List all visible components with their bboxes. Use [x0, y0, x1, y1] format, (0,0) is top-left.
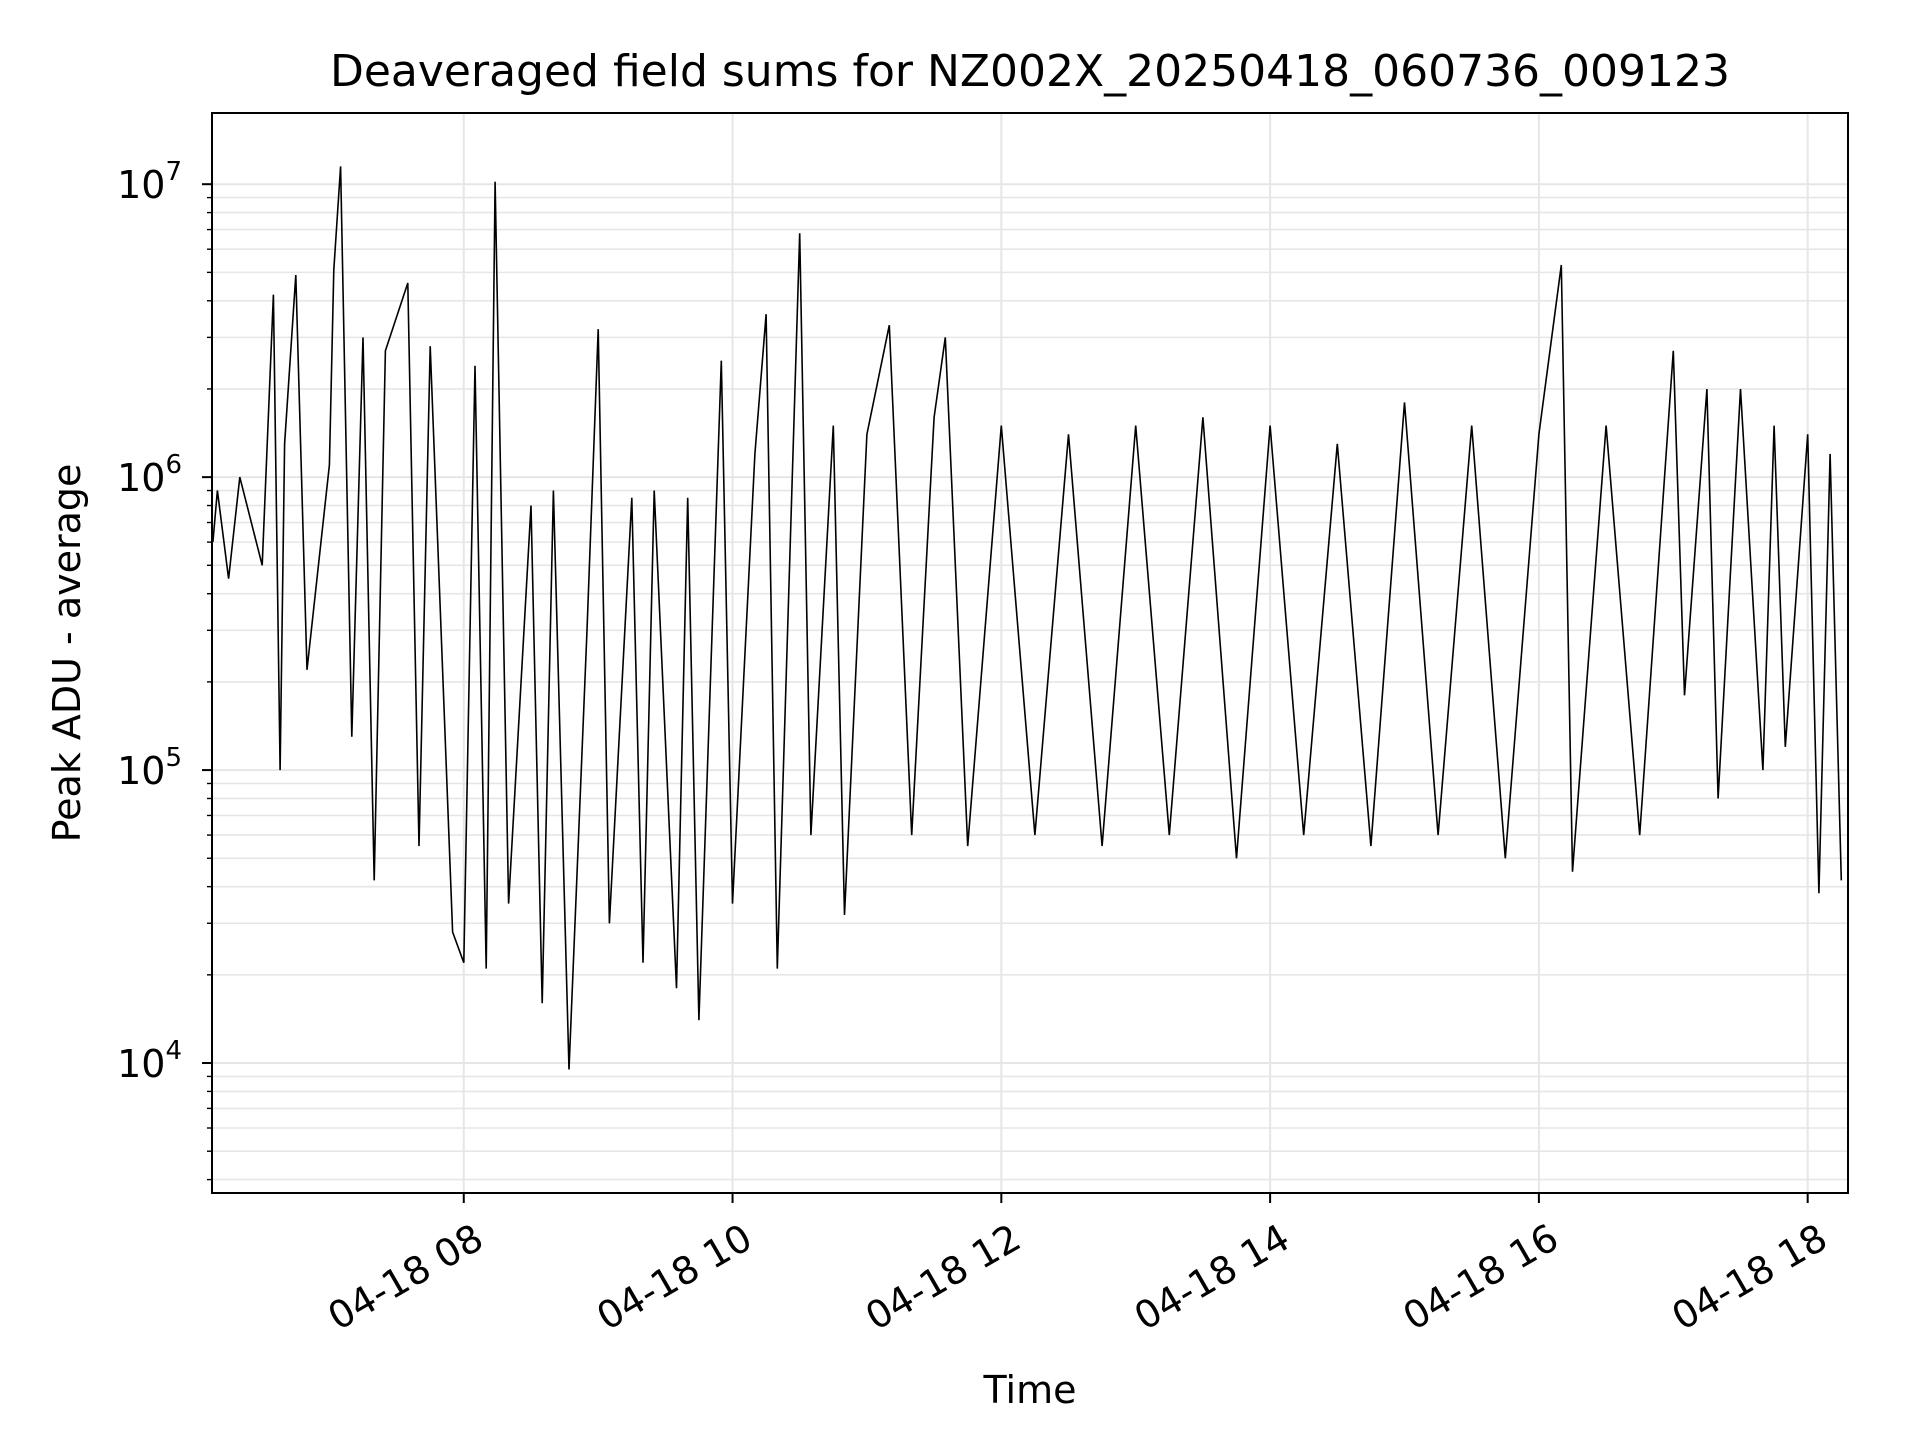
y-tick-base: 10 — [117, 749, 165, 793]
y-axis-label: Peak ADU - average — [45, 464, 89, 843]
y-tick-exponent: 5 — [165, 743, 182, 773]
y-tick-base: 10 — [117, 163, 165, 207]
chart-title: Deaveraged field sums for NZ002X_2025041… — [330, 46, 1730, 97]
y-tick-base: 10 — [117, 1042, 165, 1086]
plot-frame — [211, 112, 1849, 1194]
x-ticks: 04-18 08 04-18 10 04-18 12 04-18 14 04-18 16… — [321, 1193, 1834, 1339]
grid — [212, 113, 1848, 1193]
x-tick-label: 04-18 12 — [858, 1215, 1028, 1339]
y-tick-exponent: 7 — [165, 157, 182, 187]
x-axis-label: Time — [983, 1368, 1077, 1412]
y-tick-exponent: 6 — [165, 450, 182, 480]
y-tick-label: 107 — [117, 157, 182, 207]
y-tick-exponent: 4 — [165, 1036, 182, 1066]
x-tick-label: 04-18 16 — [1396, 1215, 1566, 1339]
y-tick-label: 104 — [117, 1036, 182, 1086]
x-tick-label: 04-18 08 — [321, 1215, 491, 1339]
x-tick-label: 04-18 10 — [589, 1215, 759, 1339]
x-tick-label: 04-18 14 — [1127, 1215, 1297, 1339]
y-tick-base: 10 — [117, 456, 165, 500]
y-tick-label: 106 — [117, 450, 182, 500]
series-line — [212, 166, 1843, 1070]
x-tick-label: 04-18 18 — [1664, 1215, 1834, 1339]
y-tick-label: 105 — [117, 743, 182, 793]
series-layer — [212, 166, 1843, 1070]
